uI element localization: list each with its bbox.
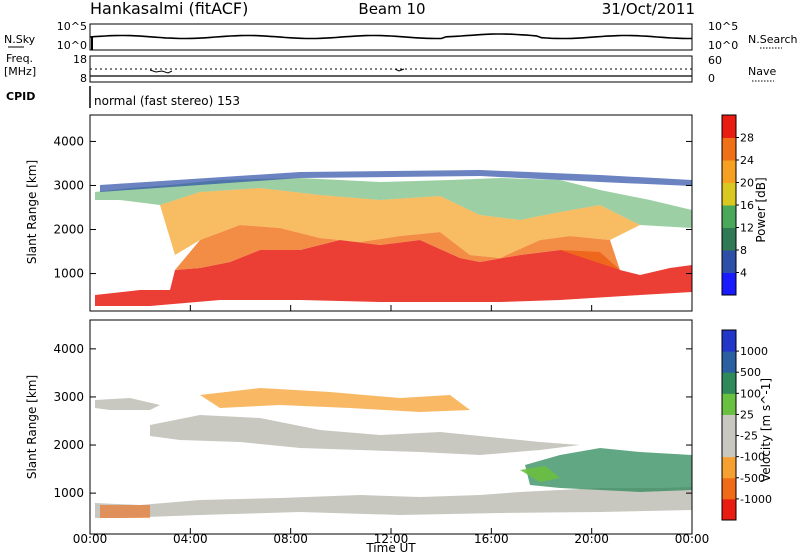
colorbar-segment <box>722 435 736 458</box>
nave-label: Nave <box>748 65 776 78</box>
velocity-y-label: Slant Range [km] <box>25 375 39 479</box>
colorbar-segment <box>722 160 736 183</box>
y-tick-label: 3000 <box>53 390 84 404</box>
y-tick-label: 4000 <box>53 342 84 356</box>
colorbar-segment <box>722 182 736 206</box>
power-band-top <box>100 170 692 192</box>
colorbar-segment <box>722 115 736 138</box>
power-band-low <box>95 240 692 306</box>
colorbar-tick-label: 25 <box>740 408 754 421</box>
freq-tick-top: 18 <box>73 53 87 66</box>
x-tick-label: 16:00 <box>474 532 509 546</box>
power-colorbar: 4 8 12 16 20 24 28 <box>721 114 754 296</box>
colorbar-segment <box>722 272 736 296</box>
x-tick-label: 12:00 <box>374 532 409 546</box>
freq-label-1: Freq. <box>6 52 33 65</box>
freq-excursion-2 <box>394 68 405 72</box>
colorbar-segment <box>722 372 736 394</box>
velocity-green-band <box>525 448 692 492</box>
velocity-orange-band <box>200 388 470 412</box>
velocity-ground-low <box>95 487 692 518</box>
station-title: Hankasalmi (fitACF) <box>90 0 248 18</box>
x-tick-label: 20:00 <box>574 532 609 546</box>
colorbar-segment <box>722 477 736 500</box>
y-tick-label: 1000 <box>53 486 84 500</box>
colorbar-frame <box>721 329 737 521</box>
velocity-data <box>95 388 692 518</box>
x-tick-label: 00:00 <box>675 532 710 546</box>
y-tick-label: 3000 <box>53 178 84 192</box>
freq-label-2: [MHz] <box>4 65 36 78</box>
noise-right-label: N.Search <box>748 33 798 46</box>
colorbar-tick-label: -25 <box>740 430 758 443</box>
x-tick-label: 04:00 <box>173 532 208 546</box>
noise-right-tick-top: 10^5 <box>708 20 738 33</box>
freq-excursion <box>149 69 173 74</box>
cpid-value: normal (fast stereo) 153 <box>94 94 240 108</box>
nave-tick-bottom: 0 <box>708 72 715 85</box>
velocity-colorbar-label: Velocity [m s^-1] <box>759 378 773 482</box>
velocity-y-ticks: 1000 2000 3000 4000 <box>53 342 692 500</box>
colorbar-segment <box>722 498 736 521</box>
power-band-green <box>95 178 692 228</box>
power-panel: 1000 2000 3000 4000 Slant Range [km] <box>25 114 693 312</box>
noise-panel: N.Sky N.Search 10^5 10^0 10^5 10^0 <box>4 20 798 52</box>
power-colorbar-label: Power [dB] <box>754 177 768 242</box>
colorbar-tick-label: 12 <box>740 222 754 235</box>
colorbar-tick-label: 24 <box>740 154 754 167</box>
velocity-colorbar: -1000 -500 -100 -25 25 100 500 1000 <box>721 329 772 521</box>
colorbar-segment <box>722 250 736 273</box>
freq-tick-bottom: 8 <box>80 72 87 85</box>
noise-left-label: N.Sky <box>4 33 36 46</box>
noise-search-line <box>89 33 692 40</box>
cpid-label: CPID <box>6 90 35 103</box>
beam-label: Beam 10 <box>358 0 425 18</box>
colorbar-segment <box>722 414 736 437</box>
colorbar-segment <box>722 456 736 479</box>
y-tick-label: 1000 <box>53 267 84 281</box>
x-axis-label: Time UT <box>365 541 416 554</box>
colorbar-segment <box>722 137 736 161</box>
colorbar-segment <box>722 205 736 228</box>
y-tick-label: 2000 <box>53 223 84 237</box>
y-tick-label: 4000 <box>53 134 84 148</box>
colorbar-tick-label: -500 <box>740 472 765 485</box>
power-data <box>95 170 692 306</box>
x-axis-ticks: 00:00 04:00 08:00 12:00 16:00 20:00 00:00 <box>73 305 710 546</box>
power-y-label: Slant Range [km] <box>25 160 39 264</box>
colorbar-tick-label: -1000 <box>740 493 772 506</box>
velocity-ground-mid <box>150 415 580 455</box>
velocity-red-low <box>100 505 150 518</box>
velocity-ground-top <box>95 398 160 410</box>
noise-left-tick-top: 10^5 <box>57 20 87 33</box>
noise-left-tick-bottom: 10^0 <box>57 39 87 52</box>
colorbar-segment <box>722 227 736 251</box>
power-y-ticks: 1000 2000 3000 4000 <box>53 134 692 281</box>
colorbar-segment <box>722 351 736 373</box>
colorbar-segment <box>722 330 736 352</box>
y-tick-label: 2000 <box>53 438 84 452</box>
date-label: 31/Oct/2011 <box>602 0 695 18</box>
colorbar-tick-label: 500 <box>740 366 761 379</box>
nave-tick-top: 60 <box>708 54 722 67</box>
colorbar-tick-label: -100 <box>740 451 765 464</box>
colorbar-tick-label: 20 <box>740 177 754 190</box>
colorbar-tick-label: 4 <box>740 267 747 280</box>
velocity-light-green <box>520 466 560 482</box>
colorbar-tick-label: 16 <box>740 199 754 212</box>
velocity-panel: 1000 2000 3000 4000 Slant Range [km] <box>25 319 693 535</box>
noise-right-tick-bottom: 10^0 <box>708 39 738 52</box>
colorbar-tick-label: 8 <box>740 244 747 257</box>
power-band-mid <box>175 225 620 270</box>
colorbar-tick-label: 100 <box>740 387 761 400</box>
colorbar-tick-label: 1000 <box>740 345 768 358</box>
colorbar-segment <box>722 393 736 415</box>
power-band-high <box>160 188 640 258</box>
colorbar-tick-label: 28 <box>740 132 754 145</box>
x-tick-label: 00:00 <box>73 532 108 546</box>
x-tick-label: 08:00 <box>273 532 308 546</box>
freq-panel: Freq. [MHz] Nave 18 8 60 0 <box>4 52 776 85</box>
